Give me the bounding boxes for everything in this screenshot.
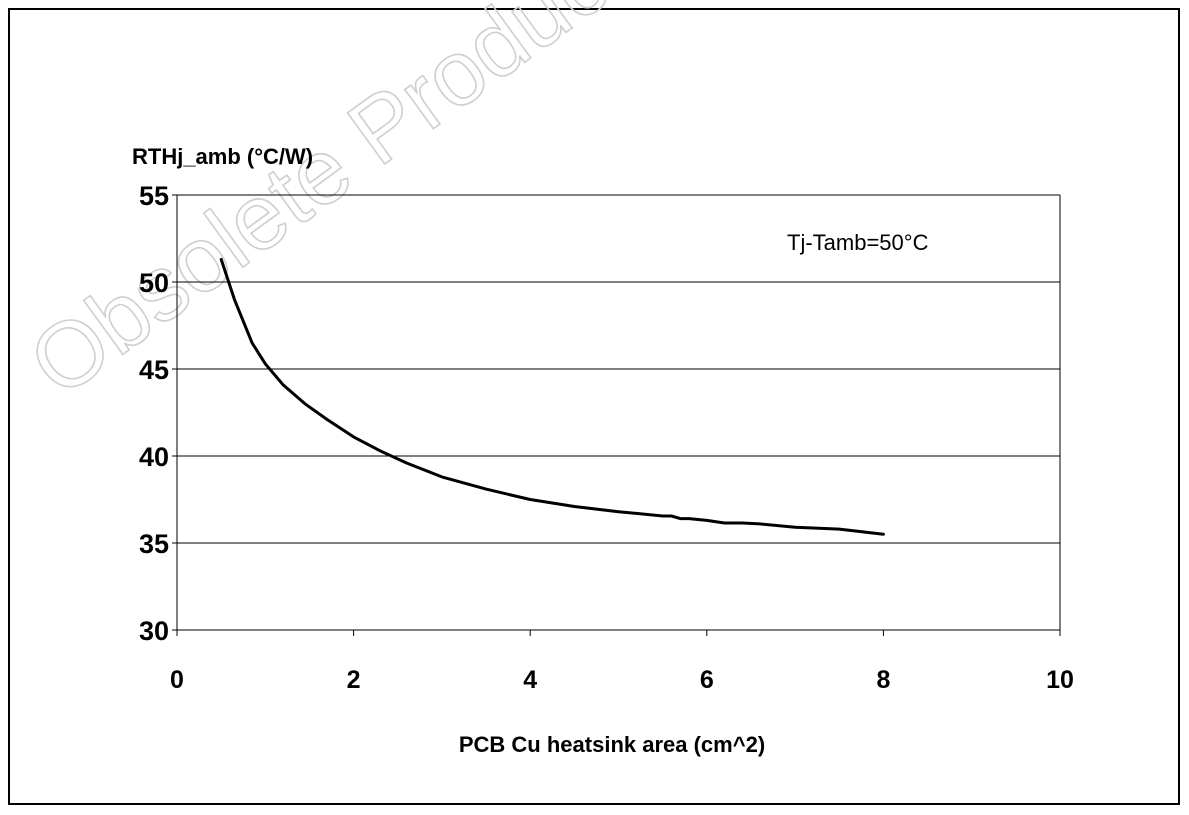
x-tick-label: 6	[700, 666, 714, 694]
axes	[172, 195, 1060, 636]
annotation-text: Tj-Tamb=50°C	[787, 230, 929, 255]
x-tick-labels: 0 2 4 6 8 10	[170, 666, 1074, 694]
gridlines	[177, 195, 1060, 630]
series-line	[221, 259, 883, 534]
y-tick-label: 40	[139, 442, 169, 472]
x-axis-label: PCB Cu heatsink area (cm^2)	[459, 732, 765, 757]
y-tick-label: 45	[139, 355, 169, 385]
y-tick-labels: 30 35 40 45 50 55	[139, 181, 169, 646]
x-tick-label: 10	[1046, 666, 1074, 694]
y-axis-label: RTHj_amb (°C/W)	[132, 144, 313, 169]
x-tick-label: 0	[170, 666, 184, 694]
y-tick-label: 55	[139, 181, 169, 211]
y-tick-label: 35	[139, 529, 169, 559]
x-tick-label: 4	[523, 666, 537, 694]
y-tick-label: 50	[139, 268, 169, 298]
x-tick-label: 2	[347, 666, 361, 694]
y-tick-label: 30	[139, 616, 169, 646]
x-tick-label: 8	[876, 666, 890, 694]
series-group	[221, 259, 883, 534]
